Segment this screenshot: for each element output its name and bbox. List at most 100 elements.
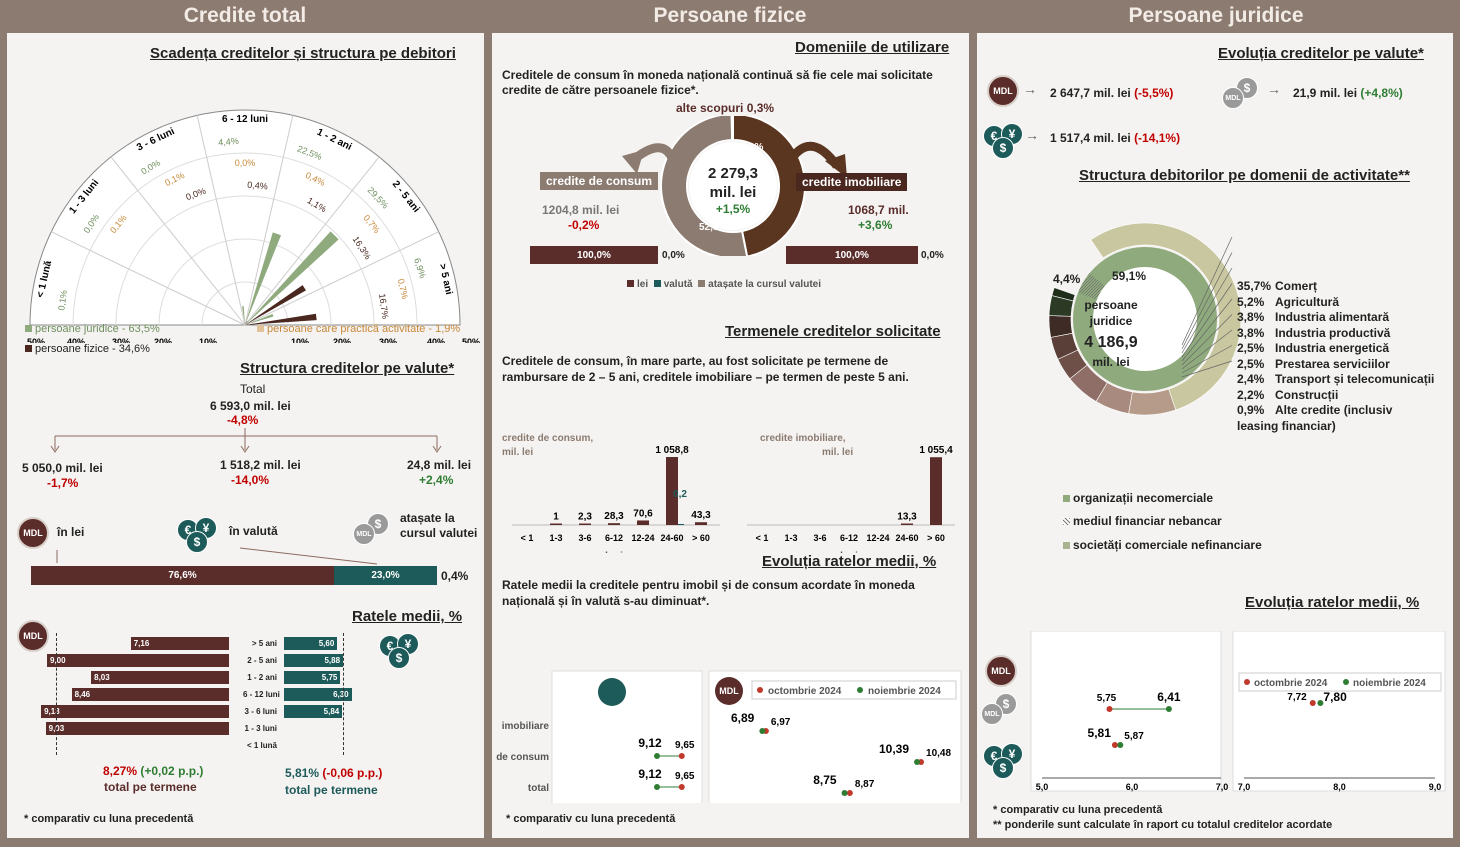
mdl-label-nov: 10,39 [879, 742, 909, 756]
column-title-fizice: Persoane fizice [653, 4, 807, 27]
legend-ong: organizații necomerciale [1063, 491, 1213, 505]
fx-total-label: total pe termene [285, 783, 378, 797]
mdl-icon-p3: MDL [987, 75, 1019, 107]
terms-bar-label: 1 055,4 [919, 445, 953, 456]
valuta-label: în valută [229, 524, 278, 538]
legend-oct: octombrie 2024 [768, 686, 842, 697]
radial-tick: 10% [291, 337, 309, 343]
legend-activitate: persoane care practică activitate - 1,9% [257, 323, 460, 335]
fx-point-oct [678, 753, 685, 759]
arrow-head [622, 150, 644, 174]
leader-line [1181, 329, 1233, 370]
mdl-icon: MDL [17, 517, 49, 549]
radial-background [29, 109, 461, 326]
arrow-head [825, 154, 847, 178]
mdl-plot-frame [1232, 631, 1446, 792]
currency-tree-lines [50, 428, 442, 453]
terms-chart-unit: mil. lei [822, 447, 853, 458]
valuta-change: -14,0% [231, 473, 270, 487]
rates-text-1: Ratele medii la creditele pentru imobil … [502, 578, 915, 592]
activity-item: 2,5% Prestarea serviciilor [1237, 357, 1390, 371]
atasate-change: +2,4% [419, 473, 454, 487]
legend-nebancar: mediul financiar nebancar [1063, 514, 1222, 528]
fx-label-oct: 9,65 [675, 740, 695, 751]
atasate-label-nov: 6,41 [1157, 690, 1181, 704]
terms-tick: 3-6 [578, 533, 591, 543]
donut-center-unit: mil. lei [709, 184, 757, 201]
radial-tick: 30% [379, 337, 397, 343]
mdl-avg-line [56, 633, 57, 755]
footnote-3a: * comparativ cu luna precedentă [993, 804, 1163, 816]
total-change: -4,8% [227, 413, 259, 427]
terms-tick: > 60 [692, 533, 710, 543]
fx-point-oct [1111, 742, 1118, 748]
atasate-point-nov [1165, 706, 1172, 712]
legend-nefinanciare: societăți comerciale nefinanciare [1063, 538, 1262, 552]
mdl-credit-value: 2 647,7 mil. lei (-5,5%) [1050, 86, 1174, 100]
mdl-label-nov: 6,89 [731, 711, 755, 725]
pct-imob: 46,9% [735, 142, 764, 153]
terms-bar-lei [930, 457, 942, 525]
rates-title-p3: Evoluția ratelor medii, % [1245, 594, 1420, 611]
valuta-value: 1 518,2 mil. lei [220, 458, 301, 472]
mdl-rate-bar: 7,16 [130, 637, 229, 650]
mdl-label-oct: 6,97 [771, 717, 791, 728]
activity-item: 2,4% Transport și telecomunicații [1237, 372, 1434, 386]
rates-text-2: națională și în valută s-au diminuat*. [502, 594, 710, 608]
silver-coins-icon-p3: $ MDL [1222, 77, 1262, 111]
fx-point-nov [654, 753, 661, 759]
mdl-label-oct: 8,87 [855, 779, 875, 790]
activity-item-label: Industria alimentară [1275, 310, 1390, 324]
inner-nebancar [1078, 273, 1105, 300]
sector-segment [1128, 388, 1177, 416]
struct-center-2: juridice [1089, 314, 1133, 328]
activity-item: 5,2% Agricultură [1237, 295, 1339, 309]
radial-bar [245, 313, 274, 325]
panel-persoane-fizice: Domeniile de utilizare Creditele de cons… [492, 33, 969, 838]
activity-item-pct: 35,7% [1237, 279, 1272, 293]
lei-change: -1,7% [47, 476, 79, 490]
donut-slice-consum [660, 116, 749, 256]
activity-item-pct: 2,5% [1237, 341, 1265, 355]
terms-bar-charts: credite de consum, mil. lei < 1 1-3 1 3-6 2,3 6… [502, 433, 955, 553]
fx-label-nov: 9,12 [638, 736, 662, 750]
fx-rate-bar: 5,60 [284, 637, 338, 650]
radial-tick: 30% [112, 337, 130, 343]
terms-bar-lei [579, 523, 591, 525]
terms-bar-lei [666, 457, 678, 525]
sector-value: 4,4% [218, 136, 239, 148]
bar-imob-lei: 100,0% [786, 246, 918, 264]
fx-rate-bar: 5,88 [284, 654, 344, 667]
donut-center-change: +1,5% [715, 202, 751, 216]
terms-tick: > 60 [927, 533, 945, 543]
mdl-point-nov [1317, 700, 1324, 706]
terms-tick: 24-60 [660, 533, 683, 543]
atasate-point-oct [1106, 706, 1113, 712]
activity-item-label: Industria energetică [1275, 341, 1390, 355]
activity-item-pct: 3,8% [1237, 310, 1265, 324]
leader-line [1181, 298, 1233, 362]
bar-consum-rest: 0,0% [662, 250, 685, 261]
radial-tick: 40% [427, 337, 445, 343]
terms-chart-title: credite imobiliare, [760, 433, 846, 444]
currency-coins-icon: € ¥ $ [177, 517, 217, 553]
total-label: Total [240, 382, 266, 396]
rate-row-label: total [528, 783, 549, 794]
terms-tick: 3-6 [813, 533, 826, 543]
term-label: 1 - 2 ani [247, 673, 277, 682]
sector-label: 6 - 12 luni [222, 114, 268, 125]
radial-divider [244, 231, 439, 326]
radial-tick: 50% [27, 337, 45, 343]
imob-change: +3,6% [858, 218, 893, 232]
terms-bar-label: 28,3 [604, 511, 624, 522]
consum-label: credite de consum [540, 172, 659, 190]
terms-tick: 12-24 [866, 533, 889, 543]
domains-donut [622, 116, 847, 256]
activity-item-label: Construcții [1275, 387, 1339, 402]
item-extra: leasing financiar) [1237, 419, 1336, 433]
terms-xlabel: luni [605, 551, 623, 553]
mdl-point-oct [846, 790, 853, 796]
fx-total: 5,81% (-0,06 p.p.) [285, 766, 383, 780]
fx-point-nov [654, 784, 661, 790]
